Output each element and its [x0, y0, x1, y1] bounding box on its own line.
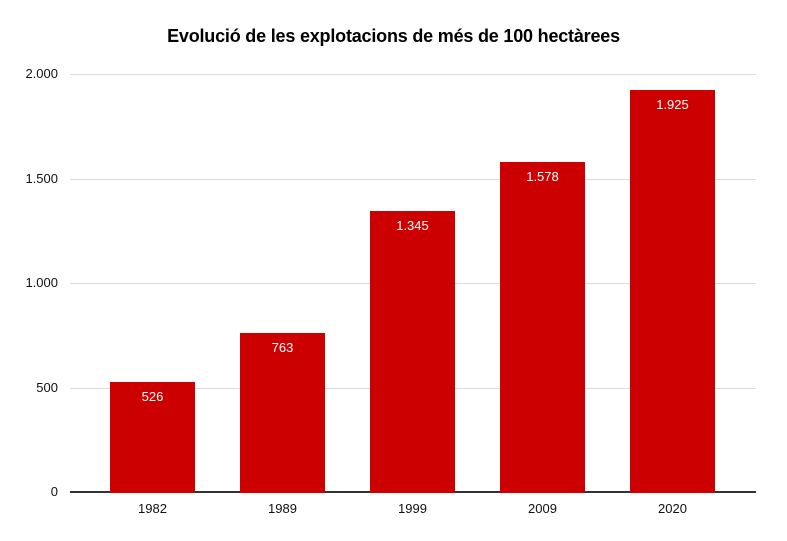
x-tick-label: 1982 [138, 501, 167, 516]
bar[interactable] [240, 332, 325, 493]
y-tick-label: 1.000 [25, 275, 58, 290]
y-tick-label: 0 [50, 484, 58, 499]
bar-value-label: 1.345 [396, 217, 429, 233]
bar-value-label: 763 [271, 339, 294, 355]
gridline [70, 74, 756, 75]
gridline [70, 178, 756, 180]
bar-value-label: 526 [141, 389, 164, 405]
x-tick-label: 1999 [398, 501, 427, 516]
chart-title: Evolució de les explotacions de més de 1… [167, 26, 620, 46]
bar[interactable] [500, 162, 585, 493]
bar[interactable] [630, 89, 715, 493]
bar-value-label: 1.925 [656, 96, 689, 112]
y-tick-label: 500 [36, 379, 58, 395]
x-tick-label: 1989 [268, 501, 297, 516]
bar-value-label: 1.578 [526, 169, 559, 185]
bar[interactable] [110, 382, 195, 493]
x-tick-label: 2009 [528, 501, 557, 516]
bar[interactable] [370, 210, 455, 493]
y-tick-label: 2.000 [25, 66, 58, 81]
x-tick-label: 2020 [658, 501, 687, 516]
y-tick-label: 1.500 [25, 170, 58, 186]
